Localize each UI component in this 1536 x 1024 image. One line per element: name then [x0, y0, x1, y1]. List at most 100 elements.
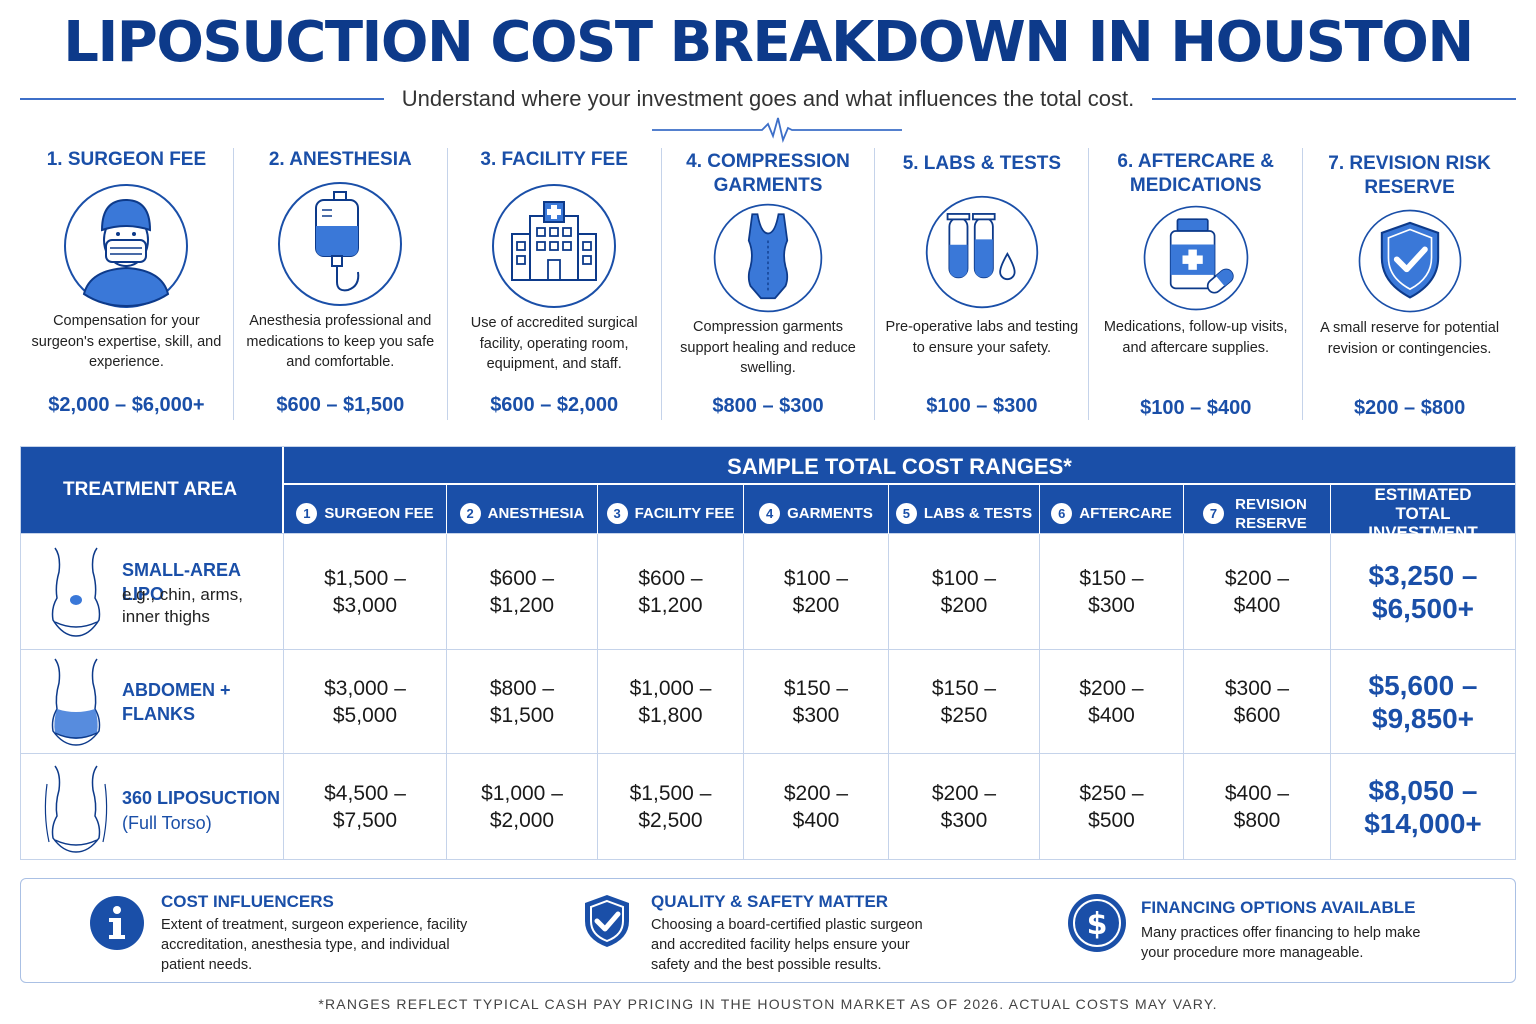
- category-facility-fee: 3. FACILITY FEE Use of accredited surgic…: [446, 148, 661, 420]
- footnote: *RANGES REFLECT TYPICAL CASH PAY PRICING…: [318, 996, 1218, 1012]
- category-aftercare: 6. AFTERCARE & MEDICATIONS Medications, …: [1088, 148, 1302, 420]
- table-row: ABDOMEN + FLANKS $3,000 – $5,000 $800 – $1…: [21, 649, 1515, 753]
- category-description: Anesthesia professional and medications …: [246, 313, 435, 370]
- number-badge: 6: [1051, 503, 1073, 524]
- page-title: LIPOSUCTION COST BREAKDOWN IN HOUSTON: [63, 10, 1474, 75]
- category-price: $100 – $300: [926, 395, 1038, 417]
- column-label: SURGEON FEE: [324, 505, 434, 522]
- category-title: 1. SURGEON FEE: [46, 149, 207, 170]
- column-header: 4 GARMENTS: [744, 485, 889, 542]
- cost-cell: $200 – $400: [1184, 534, 1331, 649]
- total-cell: $3,250 – $6,500+: [1368, 559, 1478, 624]
- shield-check-icon: [1358, 209, 1461, 313]
- total-cell: $8,050 – $14,000+: [1364, 774, 1482, 839]
- treatment-area-cell: 360 LIPOSUCTION (Full Torso): [21, 754, 284, 859]
- info-title: FINANCING OPTIONS AVAILABLE: [1141, 898, 1416, 917]
- category-surgeon-fee: 1. SURGEON FEE Compensation for your sur…: [20, 148, 233, 420]
- category-title: 3. FACILITY FEE: [480, 149, 628, 170]
- cost-cell: $1,000 – $2,000: [447, 754, 598, 859]
- divider: [1152, 98, 1516, 100]
- table-header: TREATMENT AREA SAMPLE TOTAL COST RANGES*…: [21, 447, 1515, 542]
- cost-categories: 1. SURGEON FEE Compensation for your sur…: [20, 148, 1516, 420]
- column-header: 6 AFTERCARE: [1040, 485, 1184, 542]
- table-row: 360 LIPOSUCTION (Full Torso) $4,500 – $7,…: [21, 753, 1515, 859]
- category-title: 6. AFTERCARE & MEDICATIONS: [1117, 151, 1275, 196]
- category-title: 4. COMPRESSION GARMENTS: [686, 151, 850, 196]
- column-header: 3 FACILITY FEE: [598, 485, 744, 542]
- category-compression-garments: 4. COMPRESSION GARMENTS Compression garm…: [660, 148, 875, 420]
- category-description: A small reserve for potential revision o…: [1320, 320, 1500, 357]
- dollar-icon: $: [1068, 894, 1126, 952]
- category-description: Use of accredited surgical facility, ope…: [470, 315, 638, 372]
- category-anesthesia: 2. ANESTHESIA Anesthesia professional an…: [232, 148, 447, 420]
- category-price: $600 – $2,000: [490, 394, 619, 416]
- info-title: QUALITY & SAFETY MATTER: [651, 892, 889, 911]
- number-badge: 7: [1203, 503, 1224, 524]
- category-title: 5. LABS & TESTS: [902, 153, 1062, 174]
- column-label: LABS & TESTS: [923, 505, 1033, 522]
- body-figure-icon: [51, 547, 101, 637]
- category-description: Medications, follow-up visits, and after…: [1103, 319, 1288, 356]
- number-badge: 4: [759, 503, 781, 524]
- info-title: COST INFLUENCERS: [161, 892, 334, 911]
- column-label: AFTERCARE: [1079, 505, 1172, 522]
- number-badge: 3: [606, 503, 628, 524]
- table-row: SMALL-AREA LIPO e.g., chin, arms, inner …: [21, 533, 1515, 649]
- area-subtitle: (Full Torso): [122, 813, 212, 833]
- cost-cell: $150 – $300: [1040, 534, 1184, 649]
- category-title: 7. REVISION RISK RESERVE: [1328, 153, 1491, 198]
- column-label: REVISION RESERVE: [1235, 495, 1307, 532]
- info-box: COST INFLUENCERS Extent of treatment, su…: [20, 878, 1516, 983]
- shield-check-icon: [585, 895, 629, 947]
- cost-cell: $800 – $1,500: [447, 650, 598, 753]
- cost-cell: $3,000 – $5,000: [284, 650, 447, 753]
- category-revision-reserve: 7. REVISION RISK RESERVE A small reserve…: [1302, 148, 1516, 420]
- cost-table: TREATMENT AREA SAMPLE TOTAL COST RANGES*…: [20, 446, 1516, 860]
- hospital-icon: [492, 184, 617, 308]
- cost-cell: $150 – $250: [889, 650, 1040, 753]
- category-title: 2. ANESTHESIA: [268, 149, 412, 170]
- svg-text:$: $: [1087, 907, 1108, 942]
- area-name: SMALL-AREA LIPO: [122, 560, 241, 604]
- body-figure-icon: [51, 658, 101, 746]
- column-header: 2 ANESTHESIA: [447, 485, 598, 542]
- number-badge: 2: [459, 503, 481, 524]
- category-price: $600 – $1,500: [276, 394, 405, 416]
- cost-cell: $200 – $300: [889, 754, 1040, 859]
- category-price: $2,000 – $6,000+: [48, 394, 205, 416]
- cost-cell: $300 – $600: [1184, 650, 1331, 753]
- cost-cell: $1,500 – $3,000: [284, 534, 447, 649]
- area-subtitle: e.g., chin, arms, inner thighs: [122, 585, 243, 626]
- number-badge: 5: [895, 503, 917, 524]
- cost-cell: $200 – $400: [1040, 650, 1184, 753]
- category-price: $100 – $400: [1140, 397, 1252, 419]
- category-description: Compression garments support healing and…: [680, 319, 856, 376]
- category-description: Compensation for your surgeon's expertis…: [31, 313, 222, 370]
- total-cell: $5,600 – $9,850+: [1368, 669, 1478, 734]
- area-name: 360 LIPOSUCTION: [122, 788, 281, 808]
- cost-cell: $250 – $500: [1040, 754, 1184, 859]
- category-labs-tests: 5. LABS & TESTS Pre-operative labs and t…: [874, 148, 1088, 420]
- info-text: Extent of treatment, surgeon experience,…: [161, 917, 468, 973]
- cost-cell: $150 – $300: [744, 650, 889, 753]
- cost-cell: $1,000 – $1,800: [598, 650, 744, 753]
- test-tubes-icon: [925, 195, 1039, 309]
- column-header: 1 SURGEON FEE: [284, 485, 447, 542]
- cost-cell: $600 – $1,200: [598, 534, 744, 649]
- cost-cell: $1,500 – $2,500: [598, 754, 744, 859]
- category-price: $800 – $300: [712, 395, 824, 417]
- number-badge: 1: [296, 503, 318, 524]
- subtitle-row: Understand where your investment goes an…: [20, 86, 1516, 112]
- cost-cell: $100 – $200: [889, 534, 1040, 649]
- treatment-area-cell: SMALL-AREA LIPO e.g., chin, arms, inner …: [21, 534, 284, 649]
- cost-cell: $600 – $1,200: [447, 534, 598, 649]
- category-description: Pre-operative labs and testing to ensure…: [885, 319, 1079, 356]
- cost-cell: $4,500 – $7,500: [284, 754, 447, 859]
- area-name: ABDOMEN + FLANKS: [122, 680, 231, 724]
- info-text: Choosing a board-certified plastic surge…: [651, 917, 923, 973]
- iv-bag-icon: [278, 182, 403, 306]
- page-subtitle: Understand where your investment goes an…: [401, 86, 1135, 111]
- column-header: 5 LABS & TESTS: [889, 485, 1040, 542]
- column-label: FACILITY FEE: [634, 505, 735, 522]
- info-icon: [90, 896, 144, 950]
